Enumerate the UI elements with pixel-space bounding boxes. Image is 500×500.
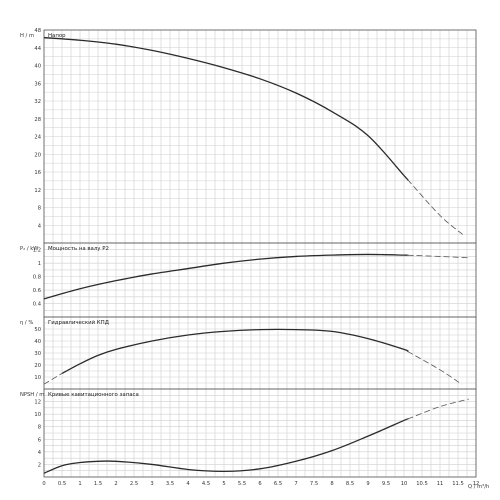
x-tick-label: 12 xyxy=(473,481,480,487)
y-tick-label-npsh: 10 xyxy=(34,412,41,418)
y-tick-label-head: 36 xyxy=(34,81,41,87)
y-tick-label-efficiency: 40 xyxy=(34,339,41,345)
x-tick-label: 6.5 xyxy=(274,481,282,487)
x-axis-label: Q / m³/h xyxy=(468,484,489,490)
y-axis-label-head: H / m xyxy=(20,33,34,39)
y-tick-label-npsh: 12 xyxy=(34,400,41,406)
x-tick-label: 2 xyxy=(114,481,117,487)
x-tick-label: 0 xyxy=(42,481,45,487)
curve-head-solid xyxy=(43,36,409,181)
y-tick-label-power: 1 xyxy=(38,261,41,267)
y-tick-label-head: 20 xyxy=(34,152,41,158)
y-tick-label-efficiency: 20 xyxy=(34,363,41,369)
x-tick-label: 5 xyxy=(222,481,225,487)
y-tick-label-npsh: 6 xyxy=(38,437,41,443)
curve-head-extrapolated xyxy=(407,179,464,236)
panel-frame-npsh xyxy=(43,388,477,478)
curve-npsh-solid xyxy=(43,418,409,474)
x-tick-label: 3.5 xyxy=(166,481,174,487)
x-tick-label: 0.5 xyxy=(58,481,66,487)
y-tick-label-head: 16 xyxy=(34,170,41,176)
y-tick-label-npsh: 8 xyxy=(38,425,41,431)
x-tick-label: 5.5 xyxy=(238,481,246,487)
y-tick-label-npsh: 4 xyxy=(38,450,42,456)
label-layer: 0 0.5 1 1.5 2 2.5 3 3.5 4 4.5 5 5.5 6 6.5 7 7.5 8 8.5 9 9.5… xyxy=(20,28,479,487)
x-tick-label: 11.5 xyxy=(452,481,464,487)
y-axis-label-power: P₂ / kW xyxy=(20,246,38,252)
x-tick-label: 8.5 xyxy=(346,481,354,487)
curve-npsh-extrapolated xyxy=(407,398,469,420)
x-tick-label: 10 xyxy=(401,481,408,487)
y-axis-label-npsh: NPSH / m xyxy=(20,392,44,398)
curve-efficiency-solid xyxy=(61,328,409,374)
x-tick-label: 11 xyxy=(437,481,444,487)
y-tick-label-efficiency: 50 xyxy=(34,327,41,333)
y-tick-label-head: 48 xyxy=(34,28,41,34)
y-tick-label-head: 28 xyxy=(34,117,41,123)
curve-power-extrapolated xyxy=(407,254,469,259)
y-axis-label-efficiency: η / % xyxy=(20,320,33,326)
x-tick-label: 9 xyxy=(366,481,369,487)
x-tick-label: 7 xyxy=(294,481,297,487)
y-tick-label-efficiency: 10 xyxy=(34,375,41,381)
y-tick-label-head: 32 xyxy=(34,99,41,105)
y-tick-label-power: 1.2 xyxy=(33,248,41,254)
curve-efficiency-extrapolated xyxy=(407,351,462,385)
panel-title-efficiency: Гидравлический КПД xyxy=(48,319,109,326)
y-tick-label-head: 24 xyxy=(34,135,41,141)
grid-layer xyxy=(43,29,477,478)
curve-efficiency-start-dashed xyxy=(43,373,63,385)
x-tick-label: 10.5 xyxy=(416,481,428,487)
y-tick-label-power: 0.6 xyxy=(33,288,41,294)
x-tick-label: 1 xyxy=(78,481,81,487)
panel-title-head: Напор xyxy=(48,33,66,39)
y-tick-label-efficiency: 30 xyxy=(34,351,41,357)
y-tick-label-npsh: 2 xyxy=(38,462,41,468)
panel-title-npsh: Кривые кавитационного запаса xyxy=(48,392,139,398)
x-tick-label: 1.5 xyxy=(94,481,102,487)
y-tick-label-head: 12 xyxy=(34,188,41,194)
x-tick-label: 4.5 xyxy=(202,481,210,487)
x-tick-label: 3 xyxy=(150,481,153,487)
curve-power-solid xyxy=(43,253,409,300)
x-tick-label: 7.5 xyxy=(310,481,318,487)
panel-title-power: Мощность на валу P2 xyxy=(48,246,109,252)
x-tick-label: 9.5 xyxy=(382,481,390,487)
y-tick-label-head: 40 xyxy=(34,64,41,70)
x-tick-label: 2.5 xyxy=(130,481,138,487)
curve-layer xyxy=(43,36,469,474)
y-tick-label-power: 0.4 xyxy=(33,302,42,308)
x-tick-label: 8 xyxy=(330,481,333,487)
y-tick-label-head: 8 xyxy=(38,206,41,212)
x-tick-label: 4 xyxy=(186,481,190,487)
y-tick-label-head: 4 xyxy=(38,223,42,229)
y-tick-label-power: 0.8 xyxy=(33,275,41,281)
x-tick-label: 6 xyxy=(258,481,261,487)
y-tick-label-head: 44 xyxy=(34,46,41,52)
